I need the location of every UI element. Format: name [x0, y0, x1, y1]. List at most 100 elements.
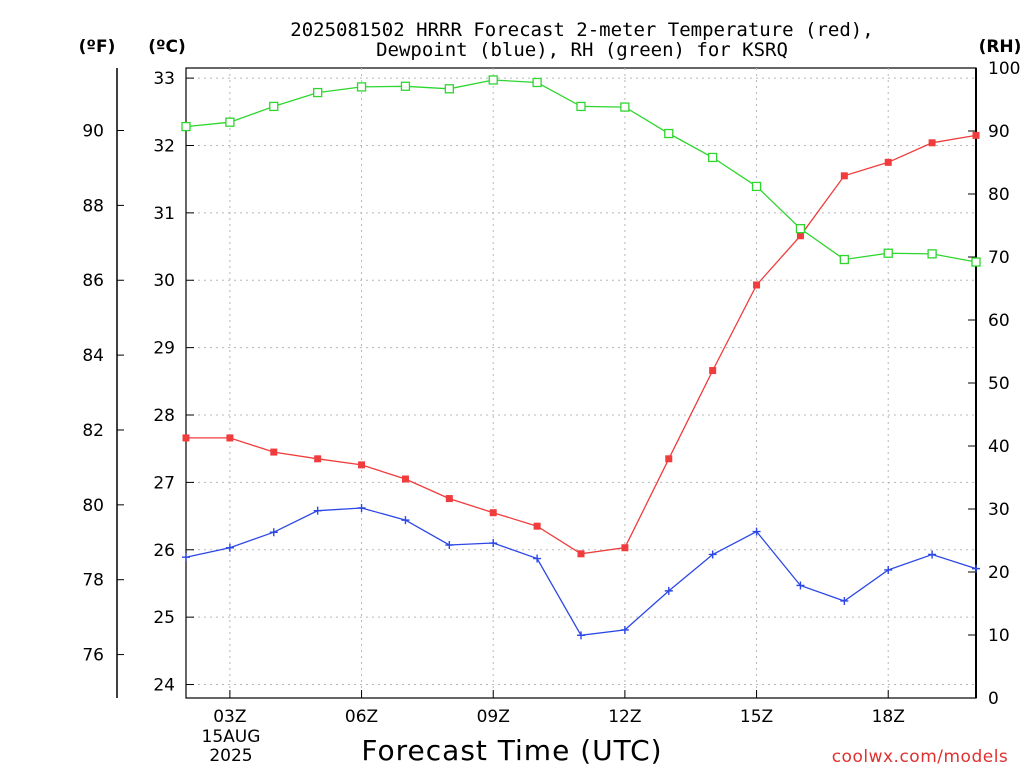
relative_humidity-point [532, 77, 542, 88]
temperature-point [314, 455, 322, 463]
dewpoint-point [313, 506, 322, 515]
x-tick-label: 06Z [345, 707, 378, 727]
rh-tick-label: 50 [988, 374, 1010, 394]
celsius-tick-label: 32 [153, 136, 175, 156]
relative_humidity-point [883, 248, 893, 258]
temperature-point [709, 367, 717, 375]
relative_humidity-point [400, 81, 411, 91]
relative_humidity-point [620, 102, 630, 112]
date-label-line-1: 15AUG [202, 727, 261, 747]
celsius-tick-label: 30 [153, 271, 175, 291]
relative_humidity-point [664, 128, 674, 139]
rh-tick-label: 70 [988, 248, 1010, 268]
dewpoint-point [577, 631, 585, 640]
x-axis-label: Forecast Time (UTC) [361, 734, 662, 767]
relative_humidity-point [225, 117, 235, 127]
relative_humidity-point [751, 181, 762, 192]
fahrenheit-tick-label: 88 [82, 196, 104, 216]
celsius-tick-label: 26 [153, 541, 175, 561]
fahrenheit-tick-label: 86 [82, 271, 104, 291]
dewpoint-point [708, 550, 717, 559]
temperature-point [928, 139, 936, 147]
relative_humidity-point [269, 101, 279, 112]
dewpoint-point [664, 586, 673, 595]
fahrenheit-tick-label: 78 [82, 571, 104, 591]
celsius-tick-label: 24 [153, 676, 175, 696]
temperature-line [186, 134, 977, 555]
dewpoint-point [269, 528, 278, 537]
watermark-text: coolwx.com/models [832, 747, 1009, 767]
date-label-line-2: 2025 [209, 746, 252, 766]
celsius-tick-label: 31 [153, 204, 175, 224]
dewpoint-point [357, 503, 366, 512]
relative_humidity-point [927, 249, 937, 259]
relative_humidity-point [971, 257, 981, 267]
celsius-tick-label: 27 [153, 473, 175, 493]
dewpoint-point [445, 541, 454, 550]
dewpoint-line [185, 507, 977, 636]
temperature-point [226, 434, 234, 442]
temperature-point [401, 475, 409, 483]
relative_humidity-point [181, 121, 191, 132]
celsius-tick-label: 28 [153, 406, 175, 426]
grid-lines [186, 68, 976, 698]
rh-tick-label: 80 [988, 185, 1010, 205]
relative_humidity-point [576, 101, 586, 112]
rh-tick-label: 20 [988, 563, 1010, 583]
temperature-point [270, 448, 278, 456]
axis-ticks: 03Z 06Z 09Z 12Z 15Z 18Z 24 25 26 27 28 29 30 31 32 33 76… [82, 59, 1020, 727]
rh-tick-label: 60 [988, 311, 1010, 331]
temperature-point [840, 172, 848, 180]
dewpoint-point [620, 625, 629, 634]
chart-title-line-1: 2025081502 HRRR Forecast 2-meter Tempera… [290, 19, 873, 41]
relative_humidity-point [444, 84, 454, 94]
relative_humidity-point [313, 87, 323, 98]
dewpoint-point [884, 565, 893, 574]
dewpoint-point [796, 581, 805, 590]
x-tick-label: 15Z [740, 707, 773, 727]
dewpoint-point [489, 539, 498, 548]
plot-frame [185, 67, 977, 699]
rh-tick-label: 100 [988, 59, 1020, 79]
temperature-point [182, 434, 190, 442]
fahrenheit-tick-label: 80 [82, 496, 104, 516]
temperature-point [621, 544, 629, 552]
dewpoint-point [401, 516, 410, 525]
dewpoint-point [840, 596, 849, 605]
rh-unit-label: (RH) [979, 37, 1022, 57]
rh-tick-label: 30 [988, 500, 1010, 520]
celsius-tick-label: 33 [153, 69, 175, 89]
dewpoint-point [182, 553, 190, 562]
fahrenheit-tick-label: 84 [82, 346, 104, 366]
temperature-point [577, 550, 585, 558]
x-tick-label: 09Z [477, 707, 510, 727]
temperature-point [884, 158, 892, 166]
relative_humidity-point [488, 75, 498, 85]
rh-tick-label: 0 [988, 689, 999, 709]
chart-title-line-2: Dewpoint (blue), RH (green) for KSRQ [376, 39, 788, 61]
celsius-tick-label: 29 [153, 339, 175, 359]
temperature-point [796, 232, 804, 240]
relative_humidity-point [795, 223, 806, 234]
celsius-unit-label: (ºC) [148, 37, 186, 57]
series-layer [181, 75, 981, 640]
rh-tick-label: 90 [988, 122, 1010, 142]
dewpoint-point [972, 564, 980, 573]
temperature-point [665, 455, 673, 463]
dewpoint-point [225, 543, 234, 552]
fahrenheit-unit-label: (ºF) [79, 37, 116, 57]
temperature-point [358, 461, 366, 469]
dewpoint-point [928, 550, 937, 559]
temperature-point [445, 495, 453, 503]
fahrenheit-tick-label: 76 [82, 646, 104, 666]
temperature-point [753, 281, 761, 289]
dewpoint-point [752, 527, 761, 536]
relative_humidity-point [356, 82, 367, 92]
temperature-point [533, 522, 541, 530]
x-tick-label: 03Z [213, 707, 246, 727]
temperature-point [489, 509, 497, 517]
relative_humidity-point [839, 254, 849, 265]
rh-tick-label: 40 [988, 437, 1010, 457]
temperature-point [972, 131, 980, 139]
